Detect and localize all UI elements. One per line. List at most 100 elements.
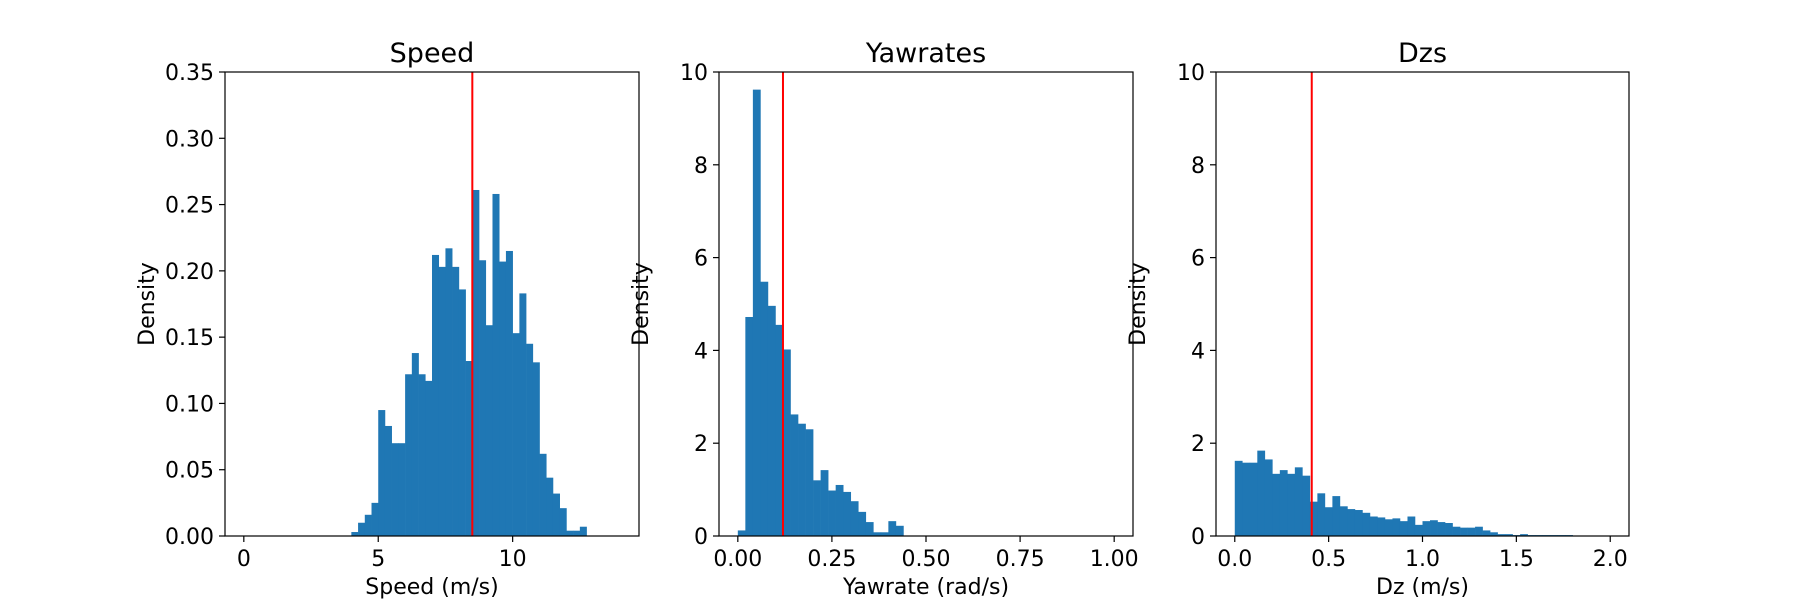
histogram-bar (358, 522, 366, 536)
y-axis-label: Density (1126, 262, 1151, 346)
histogram-bar (1332, 496, 1341, 536)
x-tick-label: 5 (371, 547, 385, 572)
y-tick-label: 0.00 (165, 525, 214, 550)
histogram-bar (512, 333, 520, 536)
histogram-bar (499, 261, 507, 536)
histogram-bar (384, 425, 392, 536)
histogram-bar (1324, 507, 1333, 536)
histogram-bar (579, 526, 587, 536)
histogram-bar (873, 532, 882, 536)
histogram-bar (432, 254, 440, 536)
histogram-bar (465, 361, 473, 536)
histogram-bar (1279, 470, 1288, 536)
y-axis-label: Density (135, 262, 160, 346)
x-tick-label: 0.75 (996, 547, 1045, 572)
x-tick-label: 1.00 (1090, 547, 1139, 572)
histogram-bar (1497, 534, 1506, 536)
histogram-bar (1369, 516, 1378, 536)
histogram-bar (479, 260, 487, 536)
x-axis-label: Speed (m/s) (365, 575, 498, 600)
y-tick-label: 0 (1191, 525, 1205, 550)
histogram-bar (1302, 475, 1311, 536)
histogram-bar (552, 493, 560, 536)
chart-panel-1: 0.00 0.25 0.50 0.75 1.00 0 2 4 6 8 10 Yawrates Yawra… (629, 38, 1139, 600)
histogram-bar (364, 514, 372, 536)
y-tick-label: 6 (694, 247, 708, 272)
x-tick-label: 2.0 (1593, 547, 1628, 572)
x-tick-label: 0.25 (807, 547, 856, 572)
histogram-bar (1490, 532, 1498, 536)
histogram-bar (532, 362, 540, 536)
histogram-bar (737, 530, 746, 536)
x-tick-label: 1.5 (1499, 547, 1534, 572)
histogram-bar (1520, 534, 1528, 536)
x-tick-label: 0.5 (1311, 547, 1346, 572)
histogram-bar (539, 453, 547, 536)
histogram-bar (790, 414, 799, 536)
x-tick-label: 10 (499, 547, 527, 572)
y-tick-label: 10 (1177, 61, 1205, 86)
histogram-bar (1264, 459, 1273, 536)
chart-panel-2: 0.0 0.5 1.0 1.5 2.0 0 2 4 6 8 10 Dzs Dz (m/s) Density (1126, 38, 1630, 600)
histogram-bar (782, 349, 791, 536)
chart-title: Yawrates (865, 38, 986, 69)
histogram-bar (1460, 527, 1468, 536)
histogram-bar (798, 423, 806, 536)
histogram-bar (1399, 521, 1408, 536)
histogram-bar (850, 501, 859, 536)
histogram-bar (775, 324, 784, 536)
histogram-bar (378, 410, 386, 536)
histogram-bar (1407, 516, 1416, 536)
histogram-bar (371, 502, 379, 536)
y-tick-label: 2 (694, 432, 708, 457)
histogram-bar (1257, 450, 1266, 536)
histogram-bar (445, 248, 453, 536)
histogram-bar (828, 490, 836, 536)
histogram-bar (1445, 523, 1453, 536)
x-tick-label: 0.50 (902, 547, 951, 572)
chart-title: Dzs (1398, 38, 1447, 69)
x-tick-label: 0.00 (713, 547, 762, 572)
histogram-bar (1452, 526, 1461, 536)
y-tick-label: 0.15 (165, 326, 214, 351)
histogram-bar (1414, 524, 1423, 536)
histogram-bar (752, 89, 761, 536)
histogram-bar (1392, 518, 1401, 536)
histogram-bar (1339, 506, 1348, 536)
histogram-bar (405, 374, 413, 536)
histogram-bar (351, 532, 359, 536)
histogram-bar (1377, 517, 1386, 536)
y-tick-label: 0.20 (165, 260, 214, 285)
histogram-bar (492, 193, 500, 537)
histogram-bar (1242, 462, 1251, 536)
histogram-bar (805, 429, 814, 536)
y-tick-label: 2 (1191, 432, 1205, 457)
y-tick-label: 6 (1191, 247, 1205, 272)
histogram-bar (546, 477, 554, 536)
histogram-bar (1347, 509, 1356, 536)
histogram-bar (472, 189, 480, 536)
axes-frame (1215, 71, 1630, 537)
histogram-bar (566, 530, 574, 536)
histogram-bar (505, 250, 513, 536)
histogram-bar (843, 491, 852, 536)
y-tick-label: 4 (1191, 339, 1205, 364)
histogram-bar (519, 293, 527, 536)
x-axis-label: Dz (m/s) (1376, 575, 1469, 600)
histogram-bar (526, 343, 534, 536)
histogram-bar (418, 374, 426, 536)
histogram-bar (858, 511, 867, 536)
y-axis-label: Density (629, 262, 654, 346)
histogram-bar (1249, 462, 1258, 536)
histogram-bar (835, 484, 844, 536)
y-tick-label: 4 (694, 339, 708, 364)
axes-frame (224, 71, 640, 537)
histogram-bar (1354, 510, 1363, 536)
histogram-bar (1482, 530, 1491, 536)
histogram-bar (559, 508, 567, 536)
histogram-bar (1317, 493, 1326, 536)
histogram-bar (1294, 467, 1303, 536)
y-tick-label: 0.05 (165, 459, 214, 484)
histogram-bar (1437, 522, 1446, 536)
